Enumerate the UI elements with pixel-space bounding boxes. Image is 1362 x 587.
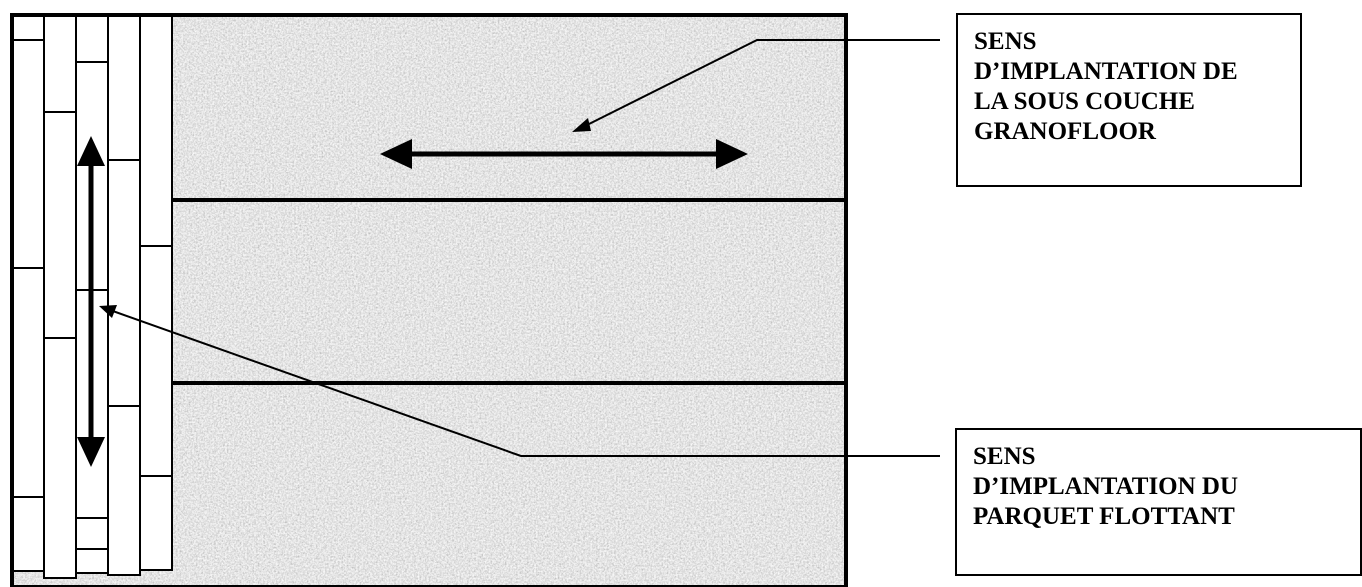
parquet-direction-icon: [77, 136, 105, 467]
label-line: GRANOFLOOR: [974, 118, 1156, 145]
parquet-direction-label: SENS D’IMPLANTATION DU PARQUET FLOTTANT: [955, 428, 1362, 576]
label-line: D’IMPLANTATION DU: [973, 473, 1239, 500]
floor-outline: [10, 13, 848, 587]
parquet-leader-line: [99, 305, 940, 457]
underlay-direction-icon: [380, 139, 748, 169]
label-line: D’IMPLANTATION DE: [974, 58, 1238, 85]
label-line: SENS: [974, 28, 1037, 55]
label-line: LA SOUS COUCHE: [974, 88, 1195, 115]
label-line: PARQUET FLOTTANT: [973, 503, 1235, 530]
underlay-leader-line: [572, 39, 940, 132]
parquet-planks: [11, 14, 173, 579]
underlay-direction-label: SENS D’IMPLANTATION DE LA SOUS COUCHE GR…: [956, 13, 1302, 187]
label-line: SENS: [973, 443, 1036, 470]
parquet-plank-joints: [12, 39, 172, 550]
